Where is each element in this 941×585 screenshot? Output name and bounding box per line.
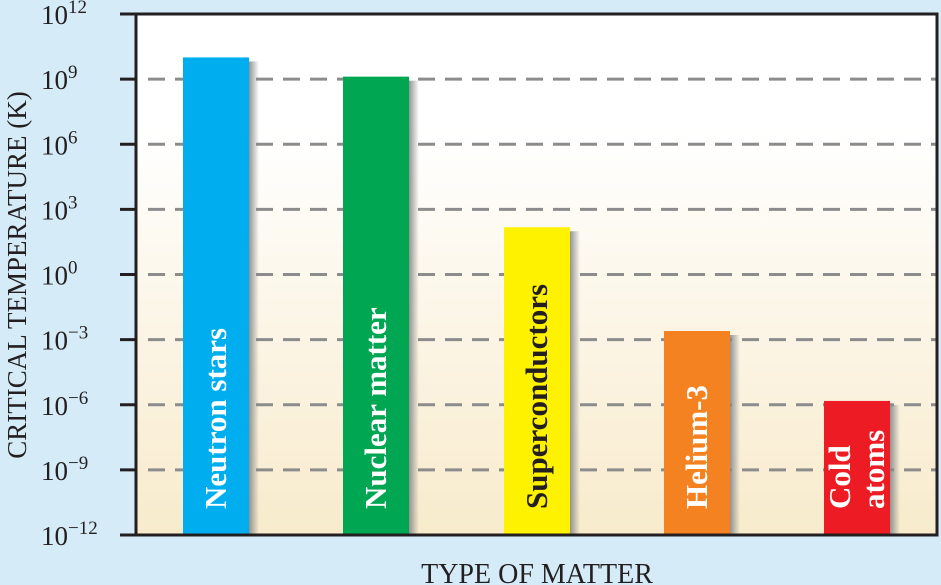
bar-shadow [409,80,419,535]
y-axis-label: CRITICAL TEMPERATURE (K) [2,91,32,459]
bar-superconductors [504,227,570,535]
bar-shadow [730,334,740,535]
y-tick-label: 1012 [41,0,87,30]
bar-cold-atoms [824,400,890,535]
y-tick-label: 10−6 [41,388,88,421]
bar-label: Helium-3 [679,385,714,509]
plot-frame [120,12,939,537]
bar-label: Superconductors [519,284,554,509]
bar-neutron-stars [183,57,249,536]
bar-helium-3 [664,330,730,535]
y-tick-label: 10−9 [41,453,88,486]
bar-nuclear-matter [343,76,409,535]
bar-label: atoms [856,430,891,509]
bar-shadow [890,404,900,535]
y-tick-label: 100 [41,258,78,291]
y-tick-label: 10−3 [41,323,88,356]
x-axis-label: TYPE OF MATTER [421,559,653,585]
bar-shadow [570,231,580,535]
bar-label: Neutron stars [198,328,233,509]
bar-shadow [249,61,259,536]
bar-label: Cold [822,445,857,509]
y-tick-label: 103 [41,192,78,225]
y-tick-label: 109 [41,62,78,95]
y-tick-label: 106 [41,127,78,160]
bar-label: Nuclear matter [358,307,393,509]
y-tick-label: 10−12 [41,518,98,551]
